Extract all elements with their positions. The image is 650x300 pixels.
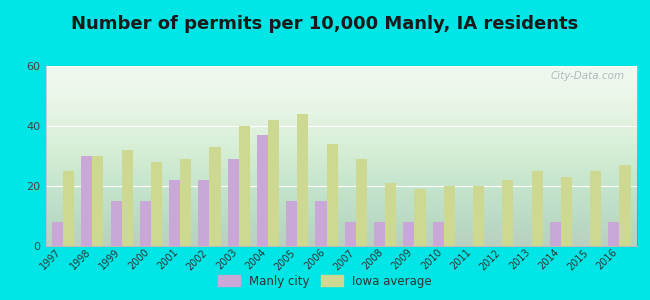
Bar [297,114,309,246]
Text: City-Data.com: City-Data.com [551,71,625,81]
Bar [374,222,385,246]
Bar [111,201,122,246]
Bar [561,177,572,246]
Bar [550,222,561,246]
Bar [315,201,326,246]
Bar [404,222,415,246]
Bar [140,201,151,246]
Bar [180,159,191,246]
Bar [198,180,209,246]
Bar [92,156,103,246]
Text: Number of permits per 10,000 Manly, IA residents: Number of permits per 10,000 Manly, IA r… [72,15,578,33]
Bar [473,186,484,246]
Bar [81,156,92,246]
Bar [608,222,619,246]
Bar [326,144,338,246]
Legend: Manly city, Iowa average: Manly city, Iowa average [214,271,436,291]
Bar [257,135,268,246]
Bar [227,159,239,246]
Bar [433,222,444,246]
Bar [52,222,63,246]
Bar [63,171,74,246]
Bar [385,183,396,246]
Bar [169,180,180,246]
Bar [239,126,250,246]
Bar [502,180,514,246]
Bar [415,189,426,246]
Bar [286,201,297,246]
Bar [619,165,630,246]
Bar [532,171,543,246]
Bar [590,171,601,246]
Bar [344,222,356,246]
Bar [209,147,220,246]
Bar [444,186,455,246]
Bar [356,159,367,246]
Bar [122,150,133,246]
Bar [268,120,279,246]
Bar [151,162,162,246]
